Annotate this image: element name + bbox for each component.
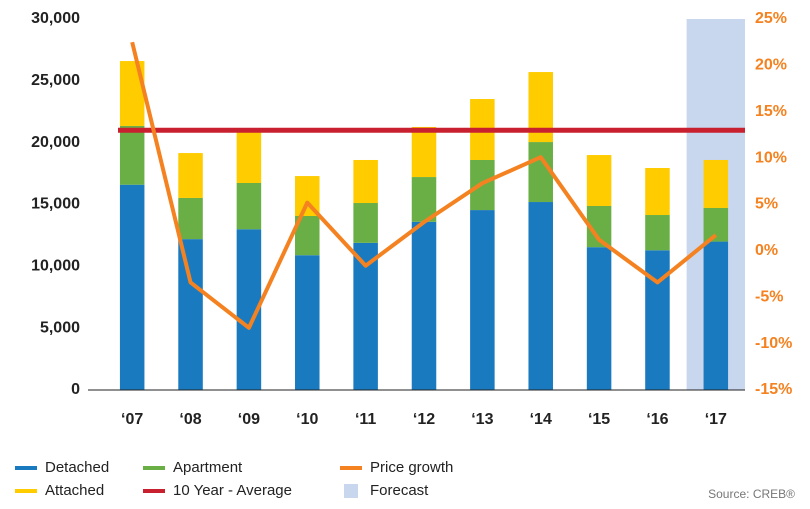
x-tick-label: ‘13 — [471, 411, 493, 428]
y-tick-label: 15,000 — [31, 196, 80, 213]
legend-swatch — [143, 489, 165, 493]
x-tick-label: ‘16 — [646, 411, 668, 428]
legend-label: Detached — [45, 459, 109, 476]
bar — [528, 202, 553, 390]
bar — [353, 159, 378, 204]
legend-swatch — [15, 466, 37, 470]
y-tick-label: 10,000 — [31, 258, 80, 275]
legend-swatch — [15, 489, 37, 493]
y2-tick-label: -10% — [755, 335, 792, 352]
x-tick-label: ‘12 — [413, 411, 435, 428]
legend-swatch — [344, 484, 358, 498]
y-tick-label: 20,000 — [31, 134, 80, 151]
bar — [645, 215, 670, 251]
bar — [645, 168, 670, 216]
x-tick-label: ‘14 — [530, 411, 552, 428]
bar — [703, 159, 729, 208]
y2-tick-label: 25% — [755, 10, 787, 27]
x-tick-label: ‘17 — [705, 411, 727, 428]
bar — [236, 132, 262, 183]
bar — [295, 255, 320, 390]
bar — [353, 203, 378, 243]
y-tick-label: 30,000 — [31, 10, 80, 27]
bar — [703, 241, 729, 390]
legend-swatch — [143, 466, 165, 470]
y2-tick-label: 0% — [755, 242, 778, 259]
bar — [178, 239, 203, 390]
source: Source: CREB® — [708, 487, 795, 501]
bar — [119, 184, 145, 390]
y-tick-label: 0 — [71, 381, 80, 398]
x-tick-label: ‘11 — [355, 411, 376, 428]
x-tick-label: ‘07 — [121, 411, 143, 428]
y-tick-label: 5,000 — [40, 319, 80, 336]
y2-tick-label: 20% — [755, 57, 787, 74]
bar — [411, 221, 437, 390]
x-tick-label: ‘15 — [588, 411, 610, 428]
legend-label: Apartment — [173, 459, 243, 476]
x-tick-label: ‘09 — [238, 411, 260, 428]
legend-label: 10 Year - Average — [173, 482, 292, 499]
legend-label: Attached — [45, 482, 104, 499]
y2-tick-label: -5% — [755, 288, 783, 305]
y2-tick-label: -15% — [755, 381, 792, 398]
legend-label: Forecast — [370, 482, 429, 499]
x-tick-label: ‘10 — [296, 411, 318, 428]
y2-tick-label: 15% — [755, 103, 787, 120]
bar — [645, 250, 670, 390]
x-tick-label: ‘08 — [179, 411, 201, 428]
bar — [236, 182, 262, 230]
y2-tick-label: 5% — [755, 196, 778, 213]
legend-swatch — [340, 466, 362, 470]
line — [130, 41, 718, 330]
bar — [178, 153, 203, 198]
bar — [119, 125, 145, 185]
y2-tick-label: 10% — [755, 149, 787, 166]
bar — [178, 197, 203, 240]
legend-label: Price growth — [370, 459, 453, 476]
bar — [470, 210, 495, 390]
bar — [586, 155, 612, 206]
bar — [411, 126, 437, 178]
bar — [586, 247, 612, 390]
y-tick-label: 25,000 — [31, 72, 80, 89]
